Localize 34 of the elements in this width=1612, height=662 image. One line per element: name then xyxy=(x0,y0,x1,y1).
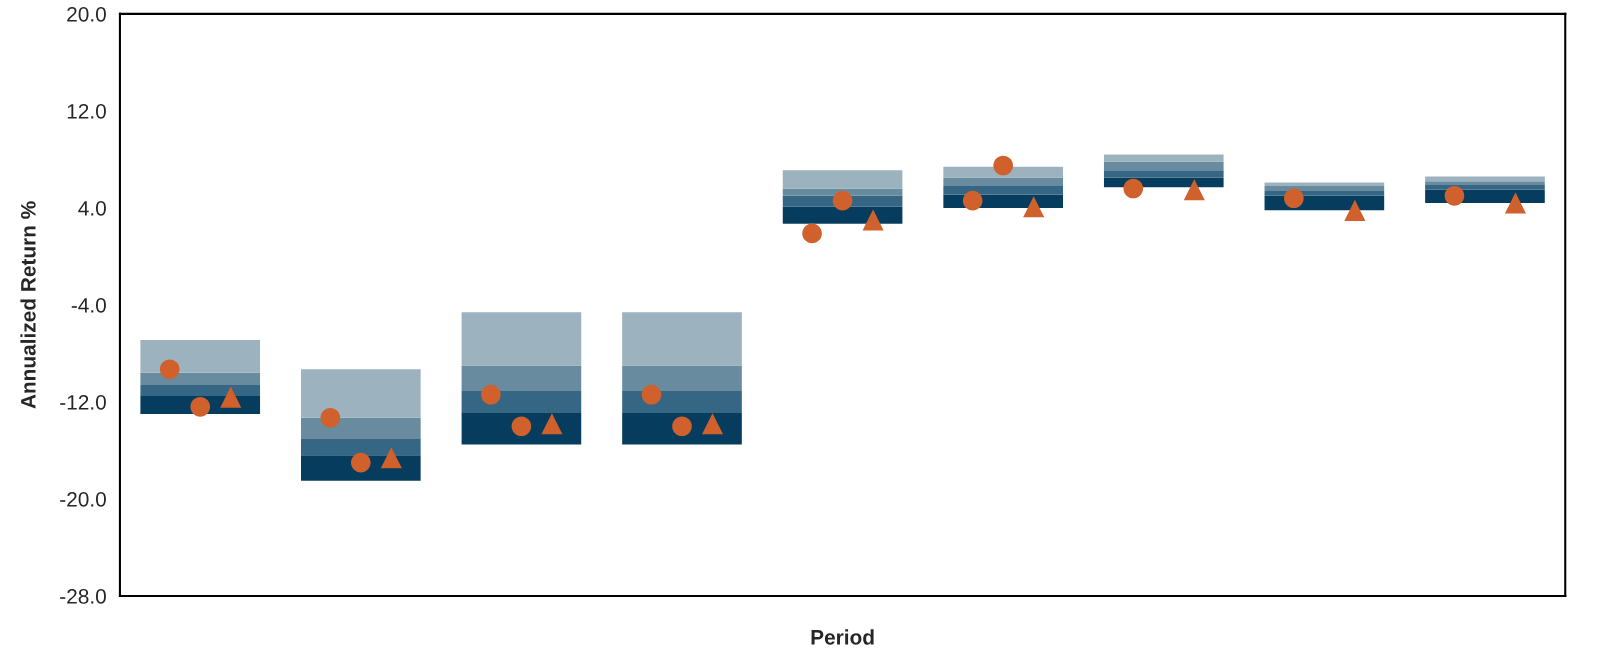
bar xyxy=(1425,181,1545,185)
bar xyxy=(461,365,582,392)
y-tick-label: 20.0 xyxy=(67,6,106,22)
bar xyxy=(301,369,421,418)
y-tick-label: -4.0 xyxy=(71,297,106,313)
bar xyxy=(943,166,1063,178)
bar xyxy=(782,206,903,224)
x-axis-title: Period xyxy=(811,629,874,645)
y-tick-label: 4.0 xyxy=(78,200,106,216)
y-tick-label: 12.0 xyxy=(67,103,106,119)
y-tick-label: -12.0 xyxy=(60,394,106,410)
bar xyxy=(1264,182,1385,187)
bar xyxy=(1103,154,1224,162)
bar xyxy=(1264,186,1385,191)
bar xyxy=(622,391,742,413)
y-tick-label: -20.0 xyxy=(60,491,106,507)
bar xyxy=(622,312,742,366)
bar xyxy=(140,384,261,396)
bar xyxy=(461,391,582,413)
bar xyxy=(140,372,261,385)
bar xyxy=(943,177,1063,187)
bar xyxy=(622,365,742,392)
bar xyxy=(1425,184,1545,190)
y-tick-label: -28.0 xyxy=(60,589,106,604)
bar xyxy=(301,438,421,456)
bar xyxy=(943,186,1063,195)
bar xyxy=(140,340,261,373)
y-axis-title: Annualized Return % xyxy=(20,201,36,409)
bar xyxy=(1425,176,1545,182)
bar xyxy=(782,170,903,189)
bar xyxy=(1103,170,1224,178)
bar xyxy=(301,417,421,439)
bar xyxy=(461,312,582,366)
bar xyxy=(1103,161,1224,171)
